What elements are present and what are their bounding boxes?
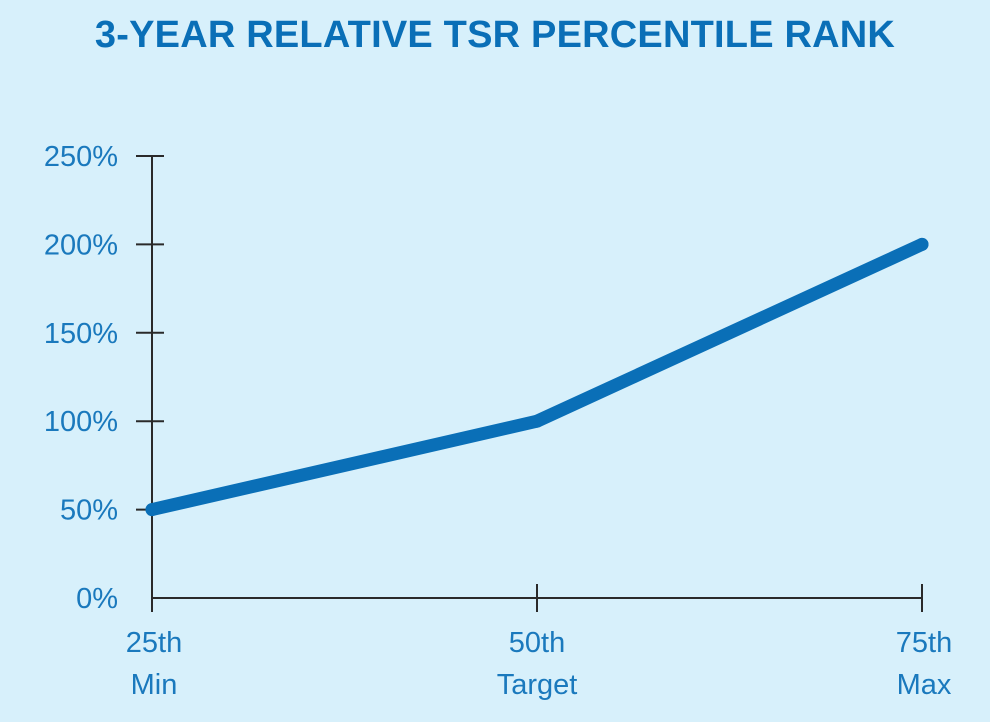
y-tick-label: 0% <box>76 583 118 615</box>
chart-title: 3-YEAR RELATIVE TSR PERCENTILE RANK <box>94 14 896 56</box>
series <box>145 237 929 517</box>
x-tick-label: Max <box>897 669 952 701</box>
data-point <box>145 503 159 517</box>
x-tick-label: Target <box>497 669 578 701</box>
y-tick-label: 250% <box>44 141 118 173</box>
y-ticks: 0% 50% 100% 150% 200% 250% <box>44 141 164 615</box>
data-point <box>530 414 544 428</box>
y-tick-label: 50% <box>60 495 118 527</box>
axes <box>151 156 922 599</box>
x-tick-label: Min <box>131 669 178 701</box>
x-tick-label: 50th <box>509 627 565 659</box>
x-ticks: 25th Min 50th Target 75th Max <box>126 584 952 701</box>
series-line <box>145 237 929 517</box>
x-tick-label: 75th <box>896 627 952 659</box>
y-tick-label: 150% <box>44 318 118 350</box>
data-point <box>915 237 929 251</box>
x-tick-label: 25th <box>126 627 182 659</box>
y-tick-label: 200% <box>44 229 118 261</box>
y-tick-label: 100% <box>44 406 118 438</box>
